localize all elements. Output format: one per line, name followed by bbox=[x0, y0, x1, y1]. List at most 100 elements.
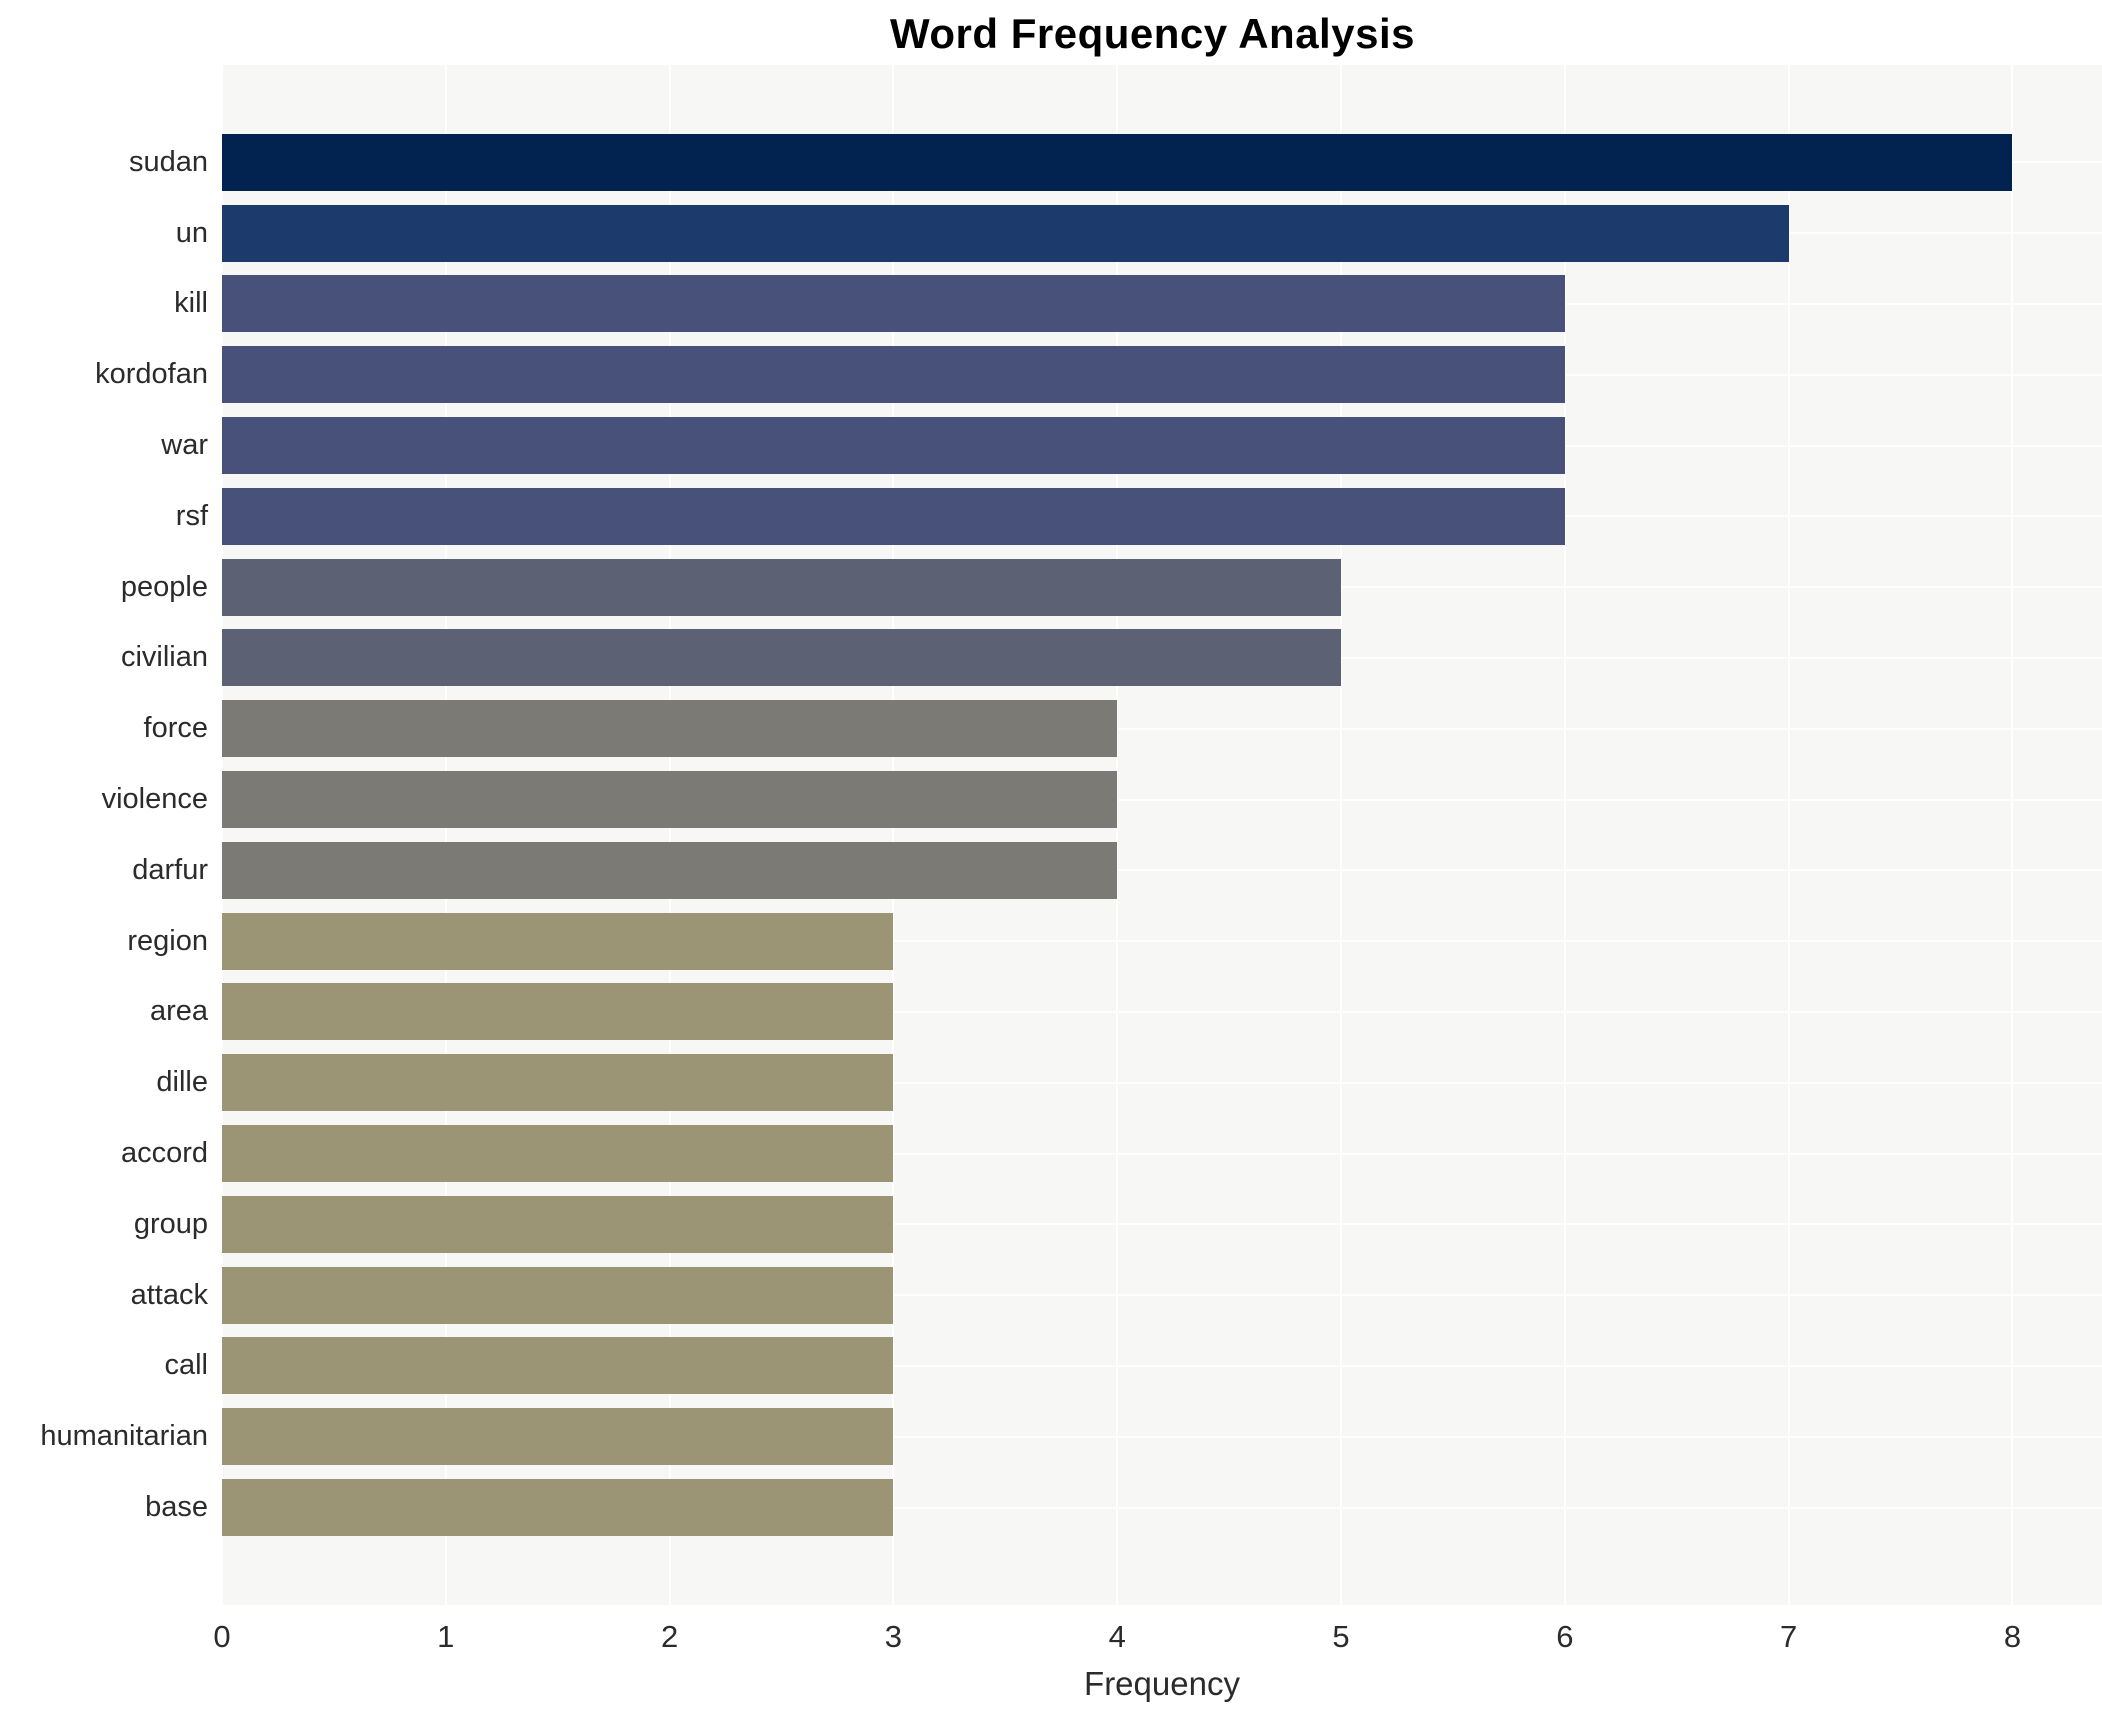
gridline-y-dille bbox=[222, 1081, 2102, 1084]
x-axis-title-spacer bbox=[0, 1663, 222, 1710]
x-axis-spacer bbox=[0, 1605, 222, 1663]
gridline-x-2 bbox=[668, 65, 671, 1605]
bar-row-kill bbox=[222, 269, 2102, 340]
bar-violence bbox=[222, 771, 1118, 829]
x-axis-title: Frequency bbox=[1084, 1665, 1240, 1702]
bar-row-kordofan bbox=[222, 339, 2102, 410]
category-label-un: un bbox=[175, 216, 208, 249]
gridline-y-violence bbox=[222, 798, 2102, 801]
gridline-y-base bbox=[222, 1506, 2102, 1509]
x-tick-label-7: 7 bbox=[1780, 1619, 1798, 1654]
x-tick-label-3: 3 bbox=[884, 1619, 903, 1654]
gridline-y-area bbox=[222, 1010, 2102, 1013]
bar-row-rsf bbox=[222, 481, 2102, 552]
gridline-y-darfur bbox=[222, 869, 2102, 872]
category-label-accord: accord bbox=[120, 1137, 208, 1170]
chart-title: Word Frequency Analysis bbox=[890, 10, 1415, 57]
gridline-x-1 bbox=[444, 65, 447, 1605]
bar-row-area bbox=[222, 977, 2102, 1048]
bar-row-violence bbox=[222, 764, 2102, 835]
bar-humanitarian bbox=[222, 1408, 894, 1466]
bar-row-call bbox=[222, 1331, 2102, 1402]
bar-row-base bbox=[222, 1472, 2102, 1543]
category-label-base: base bbox=[145, 1491, 208, 1524]
bar-people bbox=[222, 558, 1342, 616]
x-tick-label-6: 6 bbox=[1556, 1619, 1574, 1654]
bar-row-un bbox=[222, 198, 2102, 269]
bar-force bbox=[222, 700, 1118, 758]
gridline-x-6 bbox=[1563, 65, 1566, 1605]
bar-rows bbox=[222, 65, 2102, 1605]
gridline-y-attack bbox=[222, 1294, 2102, 1297]
bar-call bbox=[222, 1337, 894, 1395]
x-tick-label-4: 4 bbox=[1108, 1619, 1126, 1654]
x-tick-label-0: 0 bbox=[213, 1619, 231, 1654]
gridline-y-accord bbox=[222, 1152, 2102, 1155]
category-label-group: group bbox=[133, 1207, 208, 1240]
title-row: Word Frequency Analysis bbox=[222, 0, 2083, 65]
bar-row-dille bbox=[222, 1047, 2102, 1118]
bar-group bbox=[222, 1195, 894, 1253]
gridline-x-8 bbox=[2011, 65, 2014, 1605]
bar-row-accord bbox=[222, 1118, 2102, 1189]
bar-civilian bbox=[222, 629, 1342, 687]
chart-area: sudan un kill kordofan war rsf people civilian f… bbox=[0, 65, 2102, 1605]
y-axis-labels: sudan un kill kordofan war rsf people civilian f… bbox=[0, 65, 222, 1605]
category-label-violence: violence bbox=[101, 783, 208, 816]
bar-war bbox=[222, 417, 1565, 475]
category-label-rsf: rsf bbox=[175, 499, 208, 532]
bar-kordofan bbox=[222, 346, 1565, 404]
x-tick-label-8: 8 bbox=[2003, 1619, 2022, 1654]
x-axis: 0 1 2 3 4 5 6 7 8 bbox=[213, 1605, 2102, 1663]
bar-row-attack bbox=[222, 1260, 2102, 1331]
bar-row-humanitarian bbox=[222, 1401, 2102, 1472]
category-label-attack: attack bbox=[130, 1278, 208, 1311]
gridline-x-0 bbox=[221, 65, 223, 1605]
gridline-y-call bbox=[222, 1364, 2102, 1367]
category-label-call: call bbox=[164, 1349, 208, 1382]
bar-row-force bbox=[222, 693, 2102, 764]
vertical-gridlines bbox=[221, 65, 2102, 1605]
bar-rsf bbox=[222, 487, 1565, 545]
bar-row-people bbox=[222, 552, 2102, 623]
category-label-sudan: sudan bbox=[128, 145, 208, 178]
x-tick-label-1: 1 bbox=[437, 1619, 455, 1654]
category-label-war: war bbox=[161, 429, 208, 462]
gridline-x-7 bbox=[1787, 65, 1790, 1605]
category-label-darfur: darfur bbox=[132, 853, 208, 886]
bar-darfur bbox=[222, 841, 1118, 899]
bar-row-war bbox=[222, 410, 2102, 481]
bar-accord bbox=[222, 1125, 894, 1183]
bar-kill bbox=[222, 275, 1565, 333]
bar-row-sudan bbox=[222, 127, 2102, 198]
x-tick-label-2: 2 bbox=[660, 1619, 679, 1654]
category-label-area: area bbox=[149, 995, 208, 1028]
gridline-x-5 bbox=[1340, 65, 1343, 1605]
bar-row-region bbox=[222, 906, 2102, 977]
bar-area bbox=[222, 983, 894, 1041]
x-tick-label-5: 5 bbox=[1332, 1619, 1350, 1654]
gridline-x-4 bbox=[1116, 65, 1119, 1605]
bar-un bbox=[222, 204, 1789, 262]
x-axis-title-row: Frequency bbox=[0, 1663, 2102, 1710]
bar-sudan bbox=[222, 133, 2013, 191]
gridline-y-force bbox=[222, 727, 2102, 730]
bar-dille bbox=[222, 1054, 894, 1112]
bar-attack bbox=[222, 1266, 894, 1324]
category-label-people: people bbox=[120, 570, 208, 603]
category-label-region: region bbox=[127, 924, 208, 957]
category-label-force: force bbox=[143, 712, 208, 745]
gridline-y-humanitarian bbox=[222, 1435, 2102, 1438]
category-label-humanitarian: humanitarian bbox=[40, 1420, 208, 1453]
bar-row-group bbox=[222, 1189, 2102, 1260]
bar-row-darfur bbox=[222, 835, 2102, 906]
bar-base bbox=[222, 1479, 894, 1537]
category-label-kill: kill bbox=[174, 287, 208, 320]
plot-area bbox=[221, 65, 2102, 1605]
gridline-x-3 bbox=[892, 65, 895, 1605]
gridline-y-region bbox=[222, 940, 2102, 943]
category-label-dille: dille bbox=[156, 1066, 208, 1099]
bar-row-civilian bbox=[222, 623, 2102, 694]
bar-region bbox=[222, 912, 894, 970]
